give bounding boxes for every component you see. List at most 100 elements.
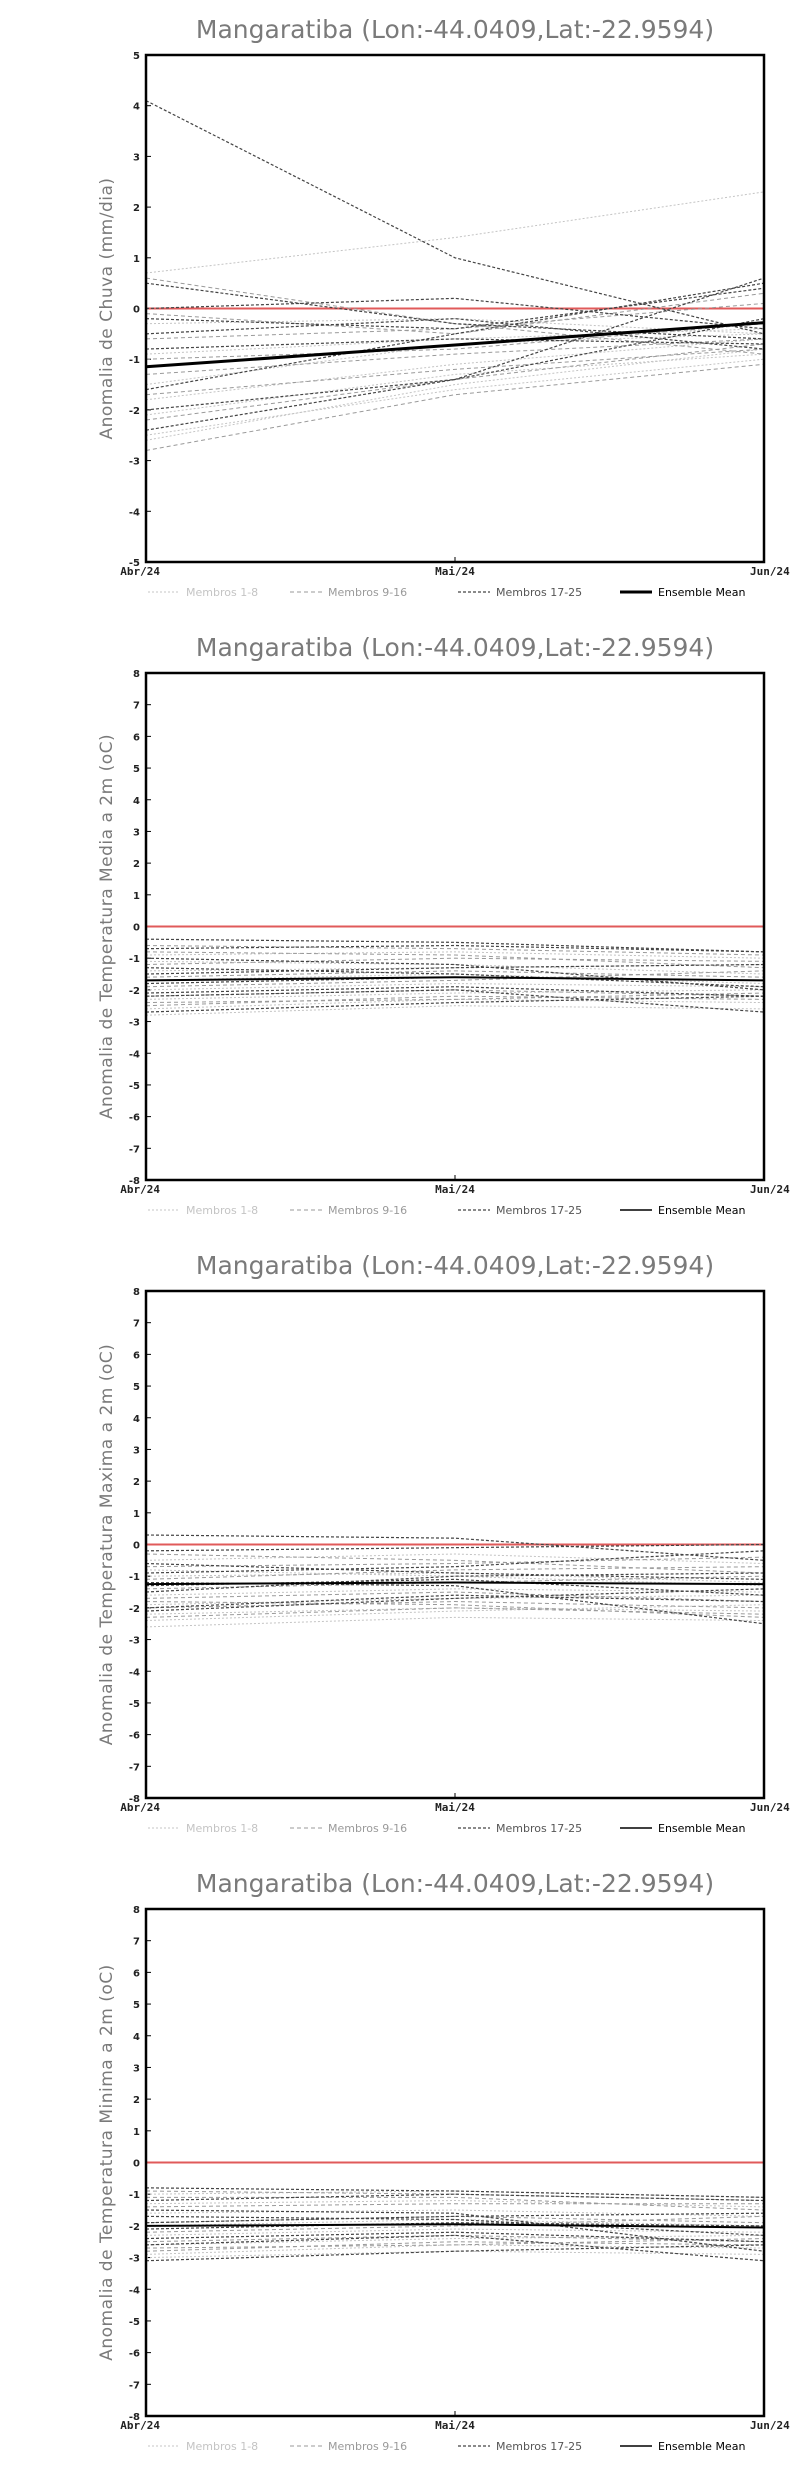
- member-series-line: [145, 2244, 765, 2262]
- member-series-line: [145, 973, 765, 985]
- member-series-line: [145, 2234, 765, 2243]
- y-tick-label: 1: [133, 1509, 140, 1520]
- y-tick-label: 2: [133, 2095, 140, 2106]
- y-tick-label: 1: [133, 254, 140, 265]
- y-tick-label: -8: [129, 1794, 140, 1805]
- legend-label: Membros 1-8: [186, 586, 258, 599]
- y-tick-label: -5: [129, 1081, 140, 1092]
- y-tick-label: 7: [133, 1937, 140, 1948]
- y-tick-label: -8: [129, 2412, 140, 2423]
- y-tick-label: 8: [133, 669, 140, 680]
- legend-label: Membros 17-25: [496, 1822, 582, 1835]
- member-series-line: [145, 963, 765, 975]
- member-series-line: [145, 1588, 765, 1596]
- y-tick-label: -3: [129, 1636, 140, 1647]
- member-series-line: [145, 1588, 765, 1612]
- member-series-line: [145, 944, 765, 953]
- chart-title: Mangaratiba (Lon:-44.0409,Lat:-22.9594): [196, 1251, 714, 1280]
- member-series-line: [145, 945, 765, 956]
- ensemble-mean-line: [145, 976, 765, 982]
- y-tick-label: -1: [129, 2190, 140, 2201]
- member-series-line: [145, 1572, 765, 1593]
- member-series-line: [145, 992, 765, 1004]
- member-series-line: [145, 957, 765, 991]
- chart-svg: Mangaratiba (Lon:-44.0409,Lat:-22.9594) A…: [97, 1251, 790, 1835]
- y-tick-label: -1: [129, 954, 140, 965]
- member-series-line: [145, 1556, 765, 1568]
- y-tick-label: 3: [133, 827, 140, 838]
- member-series-line: [145, 338, 765, 375]
- y-tick-label: -2: [129, 1604, 140, 1615]
- member-series-line: [145, 1616, 765, 1628]
- member-series-line: [145, 1604, 765, 1622]
- y-tick-label: 3: [133, 2063, 140, 2074]
- member-series-line: [145, 2209, 765, 2217]
- member-series-line: [145, 2241, 765, 2252]
- y-tick-label: -2: [129, 986, 140, 997]
- member-series-line: [145, 986, 765, 997]
- y-tick-label: -6: [129, 1731, 140, 1742]
- legend-label: Membros 1-8: [186, 2440, 258, 2453]
- y-tick-label: 5: [133, 2000, 140, 2011]
- member-series-line: [145, 2215, 765, 2236]
- chart-panel-1: Mangaratiba (Lon:-44.0409,Lat:-22.9594) A…: [0, 0, 800, 618]
- member-series-line: [145, 1569, 765, 1587]
- x-tick-label: Jun/24: [750, 2419, 790, 2432]
- chart-title: Mangaratiba (Lon:-44.0409,Lat:-22.9594): [196, 15, 714, 44]
- member-series-line: [145, 1601, 765, 1609]
- x-tick-label: Mai/24: [435, 1801, 475, 1814]
- y-tick-label: -2: [129, 406, 140, 417]
- member-series-line: [145, 1543, 765, 1552]
- member-series-line: [145, 2215, 765, 2233]
- y-tick-label: -3: [129, 457, 140, 468]
- member-series-line: [145, 297, 765, 330]
- member-series-line: [145, 323, 765, 360]
- legend-label: Membros 17-25: [496, 586, 582, 599]
- ensemble-mean-line: [145, 1581, 765, 1586]
- y-tick-label: 3: [133, 1445, 140, 1456]
- y-tick-label: 6: [133, 1968, 140, 1979]
- member-series-line: [145, 333, 765, 386]
- y-tick-label: -6: [129, 2349, 140, 2360]
- x-tick-label: Abr/24: [120, 2419, 160, 2432]
- member-series-line: [145, 328, 765, 355]
- y-tick-label: -5: [129, 2317, 140, 2328]
- legend-label: Membros 9-16: [328, 586, 407, 599]
- chart-panel-3: Mangaratiba (Lon:-44.0409,Lat:-22.9594) A…: [0, 1236, 800, 1854]
- member-series-line: [145, 957, 765, 966]
- chart-title: Mangaratiba (Lon:-44.0409,Lat:-22.9594): [196, 1869, 714, 1898]
- member-series-line: [145, 1534, 765, 1561]
- y-tick-label: -3: [129, 2254, 140, 2265]
- member-series-line: [145, 292, 765, 335]
- legend-label: Ensemble Mean: [658, 1204, 745, 1217]
- member-series-line: [145, 277, 765, 355]
- y-tick-label: -1: [129, 1572, 140, 1583]
- member-series-line: [145, 938, 765, 953]
- y-tick-label: 8: [133, 1905, 140, 1916]
- y-tick-label: 5: [133, 51, 140, 62]
- member-series-line: [145, 2250, 765, 2259]
- member-series-line: [145, 318, 765, 431]
- y-tick-label: -4: [129, 507, 140, 518]
- y-tick-label: -8: [129, 1176, 140, 1187]
- y-tick-label: 6: [133, 732, 140, 743]
- member-series-line: [145, 960, 765, 975]
- ensemble-mean-line: [145, 2223, 765, 2229]
- member-series-line: [145, 1562, 765, 1580]
- member-series-line: [145, 989, 765, 997]
- y-tick-label: -4: [129, 1667, 140, 1678]
- y-axis-label: Anomalia de Chuva (mm/dia): [97, 177, 117, 439]
- member-series-line: [145, 348, 765, 441]
- y-tick-label: 5: [133, 764, 140, 775]
- legend-label: Membros 17-25: [496, 2440, 582, 2453]
- member-series-line: [145, 2209, 765, 2252]
- y-tick-label: 1: [133, 891, 140, 902]
- member-series-line: [145, 318, 765, 350]
- member-series-line: [145, 995, 765, 1007]
- member-series-line: [145, 1572, 765, 1584]
- member-series-line: [145, 100, 765, 335]
- x-tick-label: Jun/24: [750, 1183, 790, 1196]
- member-series-line: [145, 967, 765, 988]
- y-tick-label: -5: [129, 1699, 140, 1710]
- y-tick-label: 8: [133, 1287, 140, 1298]
